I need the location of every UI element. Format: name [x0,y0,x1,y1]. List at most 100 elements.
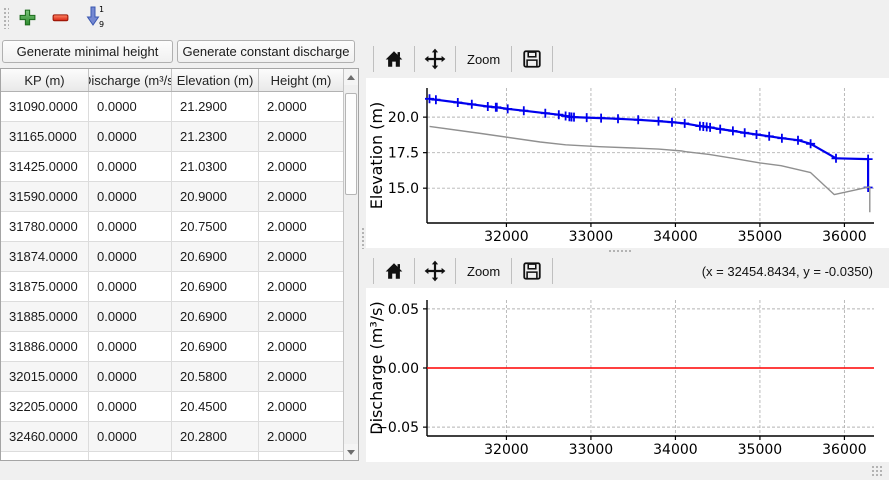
zoom-button[interactable]: Zoom [467,51,501,67]
scrollbar-thumb[interactable] [345,93,357,195]
table-cell[interactable]: 21.2300 [172,122,259,152]
table-cell[interactable]: 20.7500 [172,212,259,242]
horizontal-splitter-handle[interactable] [361,227,366,249]
table-row[interactable]: 31780.0000 0.0000 20.7500 2.0000 [1,212,345,242]
table-cell[interactable]: 31425.0000 [1,152,89,182]
table-row[interactable]: 31590.0000 0.0000 20.9000 2.0000 [1,182,345,212]
table-row[interactable]: 32015.0000 0.0000 20.5800 2.0000 [1,362,345,392]
discharge-plot-canvas[interactable]: 32000 33000 34000 35000 36000 −0.05 0.00 0.05 Di… [366,288,889,462]
table-cell[interactable]: 2.0000 [259,122,344,152]
toolbar-separator [455,258,456,284]
y-tick-label: 0.00 [388,361,419,377]
table-header-row: KP (m)Discharge (m³/s)Elevation (m)Heigh… [1,69,345,92]
table-cell[interactable]: 21.2900 [172,92,259,122]
zoom-button[interactable]: Zoom [467,263,501,279]
table-cell[interactable]: 32015.0000 [1,362,89,392]
table-cell[interactable]: 0.0000 [89,152,172,182]
scroll-up-button[interactable] [344,69,358,85]
table-cell[interactable]: 2.0000 [259,302,344,332]
pan-button[interactable] [422,46,448,72]
table-row[interactable]: 31875.0000 0.0000 20.6900 2.0000 [1,272,345,302]
table-cell[interactable]: 0.0000 [89,242,172,272]
table-cell[interactable]: 2.0000 [259,212,344,242]
pan-button[interactable] [422,258,448,284]
table-cell[interactable]: 20.9000 [172,182,259,212]
table-cell[interactable]: 2.0000 [259,242,344,272]
table-cell[interactable]: 0.0000 [89,92,172,122]
scroll-down-button[interactable] [344,444,358,460]
table-cell[interactable]: 20.5800 [172,362,259,392]
vertical-scrollbar[interactable] [343,69,358,460]
table-cell[interactable]: 0.0000 [89,272,172,302]
table-cell[interactable]: 0.0000 [89,362,172,392]
y-tick-label: 15.0 [388,181,419,197]
sort-ascending-button[interactable]: 1 9 [81,3,107,29]
save-button[interactable] [519,46,545,72]
table-cell[interactable]: 31875.0000 [1,272,89,302]
toolbar-drag-handle[interactable] [3,7,9,29]
table-cell[interactable] [172,452,259,460]
table-cell[interactable]: 0.0000 [89,212,172,242]
table-row[interactable]: 32460.0000 0.0000 20.2800 2.0000 [1,422,345,452]
triangle-down-icon [347,449,355,455]
table-cell[interactable]: 2.0000 [259,152,344,182]
table-cell[interactable] [89,452,172,460]
table-cell[interactable]: 20.2800 [172,422,259,452]
table-cell[interactable]: 2.0000 [259,332,344,362]
table-cell[interactable]: 0.0000 [89,392,172,422]
column-header[interactable]: Height (m) [259,69,344,91]
table-cell[interactable]: 32205.0000 [1,392,89,422]
table-cell[interactable]: 20.4500 [172,392,259,422]
table-row[interactable]: 31886.0000 0.0000 20.6900 2.0000 [1,332,345,362]
table-cell[interactable]: 20.6900 [172,242,259,272]
vertical-splitter-handle[interactable] [608,249,632,253]
table-cell[interactable]: 0.0000 [89,302,172,332]
table-cell[interactable]: 20.6900 [172,272,259,302]
table-cell[interactable]: 2.0000 [259,392,344,422]
triangle-up-icon [347,74,355,80]
generate-constant-discharge-button[interactable]: Generate constant discharge [177,40,355,63]
table-cell[interactable]: 0.0000 [89,332,172,362]
table-cell[interactable]: 31780.0000 [1,212,89,242]
table-cell[interactable]: 2.0000 [259,362,344,392]
table-cell[interactable]: 0.0000 [89,122,172,152]
table-cell[interactable]: 0.0000 [89,422,172,452]
window-resize-grip[interactable] [871,465,883,476]
table-cell[interactable]: 2.0000 [259,422,344,452]
add-row-button[interactable] [14,4,40,30]
table-cell[interactable]: 20.6900 [172,302,259,332]
table-cell[interactable]: 31885.0000 [1,302,89,332]
table-row[interactable]: 31885.0000 0.0000 20.6900 2.0000 [1,302,345,332]
generate-minimal-height-button[interactable]: Generate minimal height [2,40,173,63]
table-cell[interactable]: 31590.0000 [1,182,89,212]
column-header[interactable]: Discharge (m³/s) [89,69,172,91]
table-cell[interactable]: 31874.0000 [1,242,89,272]
elevation-plot-canvas[interactable]: 32000 33000 34000 35000 36000 15.0 17.5 20.0 Ele… [366,78,889,248]
table-row[interactable] [1,452,345,460]
table-row[interactable]: 32205.0000 0.0000 20.4500 2.0000 [1,392,345,422]
table-row[interactable]: 31165.0000 0.0000 21.2300 2.0000 [1,122,345,152]
remove-row-button[interactable] [47,4,73,30]
table-row[interactable]: 31090.0000 0.0000 21.2900 2.0000 [1,92,345,122]
table-cell[interactable]: 31886.0000 [1,332,89,362]
table-row[interactable]: 31874.0000 0.0000 20.6900 2.0000 [1,242,345,272]
save-floppy-icon [523,262,541,280]
table-cell[interactable]: 20.6900 [172,332,259,362]
table-cell[interactable]: 2.0000 [259,92,344,122]
column-header[interactable]: Elevation (m) [172,69,259,91]
table-cell[interactable]: 31165.0000 [1,122,89,152]
table-cell[interactable] [259,452,344,460]
column-header[interactable]: KP (m) [1,69,89,91]
home-button[interactable] [381,46,407,72]
x-tick-label: 34000 [653,229,698,245]
table-cell[interactable]: 0.0000 [89,182,172,212]
save-button[interactable] [519,258,545,284]
table-cell[interactable] [1,452,89,460]
table-cell[interactable]: 21.0300 [172,152,259,182]
home-button[interactable] [381,258,407,284]
table-cell[interactable]: 32460.0000 [1,422,89,452]
table-cell[interactable]: 2.0000 [259,272,344,302]
table-row[interactable]: 31425.0000 0.0000 21.0300 2.0000 [1,152,345,182]
table-cell[interactable]: 31090.0000 [1,92,89,122]
table-cell[interactable]: 2.0000 [259,182,344,212]
